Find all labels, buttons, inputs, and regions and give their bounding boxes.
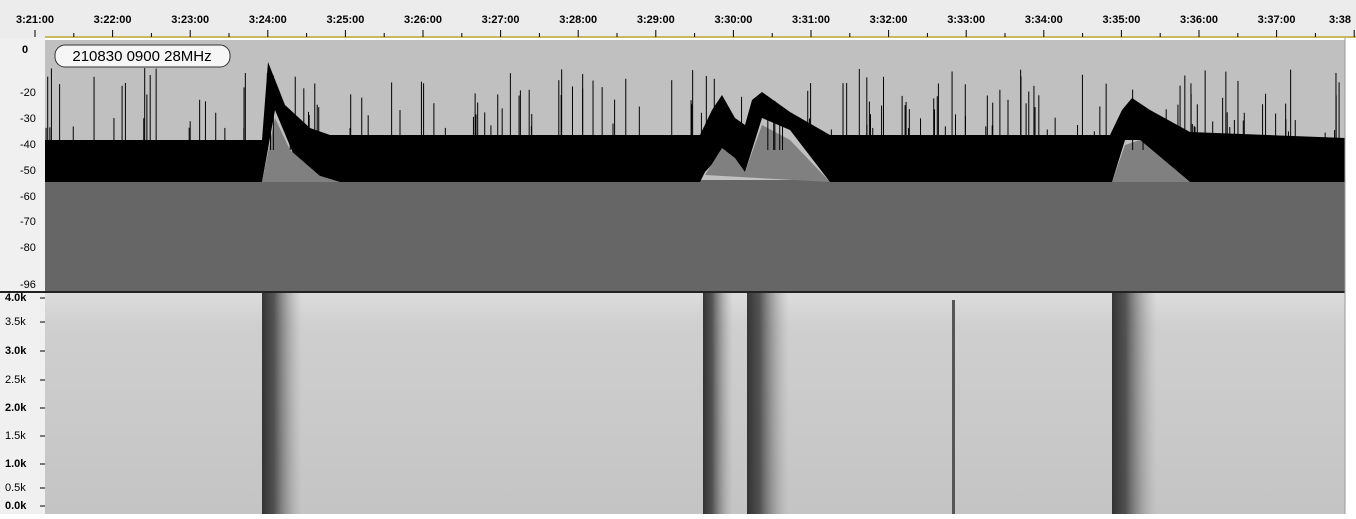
- ruler-label: 3:36:00: [1180, 14, 1218, 26]
- freq-label: 1.5k: [5, 430, 26, 442]
- waveform-floor: [45, 180, 1345, 292]
- track-name-box[interactable]: [54, 44, 231, 68]
- ruler-label: 3:22:00: [94, 14, 132, 26]
- track-name[interactable]: 210830 0900 28MHz: [72, 48, 211, 65]
- ruler-label: 3:27:00: [482, 14, 520, 26]
- waveform-rms: [262, 118, 1190, 182]
- freq-label: 2.0k: [5, 402, 27, 414]
- freq-label: 0.5k: [5, 482, 26, 494]
- waveform-spikes: [45, 68, 1340, 150]
- ruler-label: 3:24:00: [249, 14, 287, 26]
- db-label: -50: [20, 165, 36, 177]
- spectrogram-band: [262, 293, 302, 514]
- ruler-label: 3:32:00: [870, 14, 908, 26]
- freq-label: 2.5k: [5, 374, 26, 386]
- db-label: -60: [20, 191, 36, 203]
- spectrogram-band: [747, 293, 789, 514]
- ruler-label: 3:30:00: [714, 14, 752, 26]
- freq-label: 0.0k: [5, 500, 27, 512]
- db-label: -96: [20, 279, 36, 291]
- ruler-label: 3:33:00: [947, 14, 985, 26]
- ruler-label: 3:31:00: [792, 14, 830, 26]
- freq-label: 3.0k: [5, 345, 27, 357]
- db-label: -70: [20, 216, 36, 228]
- freq-label: 3.5k: [5, 316, 26, 328]
- db-label: -80: [20, 242, 36, 254]
- ruler-label: 3:23:00: [171, 14, 209, 26]
- vertical-ruler: [0, 38, 45, 514]
- ruler-label: 3:34:00: [1025, 14, 1063, 26]
- waveform-envelope: [45, 62, 1345, 182]
- freq-label: 1.0k: [5, 458, 27, 470]
- ruler-label: 3:28:00: [559, 14, 597, 26]
- db-label: 0: [22, 44, 28, 56]
- db-label: -40: [20, 139, 36, 151]
- spectrogram-band: [1112, 293, 1157, 514]
- db-label: -30: [20, 113, 36, 125]
- ruler-label: 3:25:00: [326, 14, 364, 26]
- ruler-label: 3:38: [1329, 14, 1351, 26]
- time-ruler[interactable]: [0, 0, 1356, 38]
- ruler-label: 3:21:00: [16, 14, 54, 26]
- db-label: -20: [20, 87, 36, 99]
- spectrogram-line: [952, 300, 955, 514]
- ruler-label: 3:26:00: [404, 14, 442, 26]
- spectrogram-band: [703, 293, 733, 514]
- ruler-label: 3:35:00: [1102, 14, 1140, 26]
- ruler-label: 3:37:00: [1258, 14, 1296, 26]
- ruler-label: 3:29:00: [637, 14, 675, 26]
- freq-label: 4.0k: [5, 292, 27, 304]
